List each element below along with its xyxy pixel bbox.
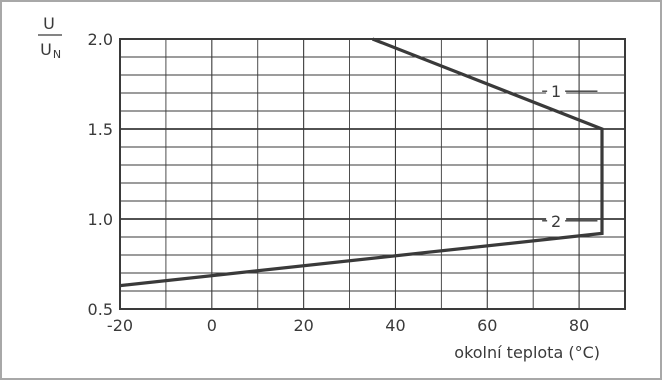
annotation-label: 1 xyxy=(551,82,561,101)
y-tick-label: 1.0 xyxy=(88,210,113,229)
x-tick-label: 60 xyxy=(477,316,497,335)
plot-border xyxy=(119,38,626,310)
y-axis-label: U U N xyxy=(38,14,62,61)
x-axis-label: okolní teplota (°C) xyxy=(454,343,600,362)
y-tick-label: 2.0 xyxy=(88,30,113,49)
x-tick-label: 80 xyxy=(569,316,589,335)
x-tick-label: 0 xyxy=(207,316,217,335)
y-tick-label: 1.5 xyxy=(88,120,113,139)
x-tick-label: -20 xyxy=(107,316,133,335)
series-line xyxy=(119,37,604,288)
annotations: 12 xyxy=(542,81,598,231)
y-label-numerator: U xyxy=(43,14,55,33)
y-tick-label: 0.5 xyxy=(88,300,113,319)
annotation-bg xyxy=(546,81,567,102)
annotation-bg xyxy=(546,210,567,231)
annotation-label: 2 xyxy=(551,212,561,231)
plot-area-border xyxy=(119,38,626,310)
y-label-subscript: N xyxy=(53,48,61,61)
y-axis-ticks: 0.5 1.0 1.5 2.0 xyxy=(88,30,113,319)
y-label-denominator: U xyxy=(40,40,52,59)
series-group xyxy=(119,37,604,288)
x-tick-label: 40 xyxy=(385,316,405,335)
x-tick-label: 20 xyxy=(293,316,313,335)
grid xyxy=(119,38,626,310)
x-axis-ticks: -20 0 20 40 60 80 xyxy=(107,316,589,335)
